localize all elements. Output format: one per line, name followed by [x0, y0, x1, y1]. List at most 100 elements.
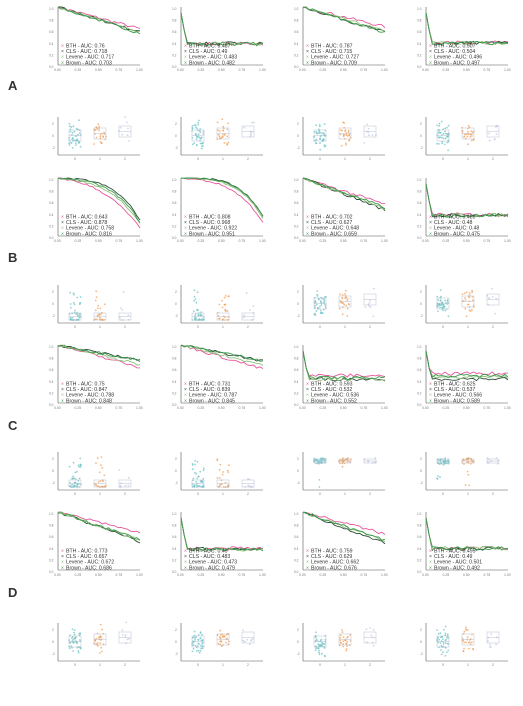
series-line-cls: [425, 350, 509, 382]
data-point: [191, 463, 194, 465]
data-point: [468, 294, 471, 296]
data-point: [222, 636, 225, 638]
data-point: [99, 652, 101, 654]
data-point: [347, 457, 349, 459]
series-line-brown: [425, 12, 509, 46]
data-point: [72, 638, 75, 641]
data-point: [79, 463, 82, 466]
legend-entry-levene: Levene - AUC: 0.922: [189, 226, 237, 232]
data-point: [342, 643, 344, 646]
data-point: [195, 301, 198, 304]
x-tick-label: 1.00: [504, 406, 511, 410]
box-chart-B-vi: 2 0 -2 0 1 2: [175, 285, 263, 329]
data-point: [72, 650, 74, 652]
data-point: [340, 144, 343, 147]
x-tick-label: 2: [247, 492, 249, 496]
data-point: [341, 297, 344, 300]
x-tick-label: 0.50: [340, 239, 347, 243]
pr-chart-A-ii: 1.00.80.60.40.20.00.00 0.25 0.50 0.75 1.00× B…: [172, 7, 266, 72]
data-point: [196, 484, 198, 487]
data-point: [217, 129, 220, 132]
y-tick-label: 0.8: [417, 19, 422, 23]
data-point: [200, 481, 202, 483]
data-point: [463, 463, 465, 465]
panel-C: C1.00.80.60.40.20.00.00 0.25 0.50 0.75 1.00×…: [8, 344, 511, 496]
data-point: [243, 126, 246, 129]
y-tick-label: 0: [297, 302, 299, 306]
x-tick-label: 0.75: [116, 406, 123, 410]
legend-entry-bth: BTH - AUC: 0.49: [189, 549, 228, 555]
data-point: [444, 654, 447, 657]
data-point: [69, 634, 71, 637]
x-tick-label: 0.00: [54, 68, 61, 72]
data-point: [471, 641, 473, 644]
series-line-brown: [302, 177, 386, 210]
y-tick-label: 2: [52, 628, 54, 632]
data-point: [246, 478, 249, 480]
box-chart-C-vii: 2 0 -2 0 1 2: [297, 452, 385, 496]
box-chart-D-viii: 2 0 -2 0 1 2: [420, 623, 508, 667]
y-tick-label: 0.0: [49, 403, 54, 407]
data-point: [192, 641, 195, 644]
data-point: [227, 295, 230, 298]
data-point: [465, 133, 468, 136]
legend-marker: ×: [429, 44, 432, 50]
legend-entry-cls: CLS - AUC: 0.715: [311, 49, 352, 55]
y-tick-label: -2: [297, 314, 300, 318]
x-tick-label: 0.75: [116, 573, 123, 577]
data-point: [99, 134, 102, 136]
data-point: [438, 302, 440, 305]
data-point: [249, 309, 252, 311]
data-point: [442, 459, 445, 462]
data-point: [342, 134, 345, 136]
legend-marker: ×: [61, 393, 64, 399]
data-point: [318, 130, 320, 133]
data-point: [342, 457, 344, 459]
data-point: [247, 484, 250, 487]
x-tick-label: 1: [222, 325, 224, 329]
data-point: [490, 633, 492, 635]
pr-chart-D-iii: 1.00.80.60.40.20.00.00 0.25 0.50 0.75 1.00× B…: [294, 511, 388, 577]
data-point: [119, 316, 121, 319]
data-point: [321, 132, 323, 135]
data-point: [471, 460, 474, 463]
data-point: [222, 129, 224, 132]
data-point: [126, 638, 129, 641]
series-line-levene: [57, 6, 141, 32]
data-point: [436, 142, 438, 145]
data-point: [319, 131, 322, 134]
y-tick-label: 0: [52, 134, 54, 138]
legend-marker: ×: [184, 215, 187, 221]
data-point: [68, 465, 71, 468]
legend-marker: ×: [184, 549, 187, 555]
data-point: [69, 291, 71, 294]
x-tick-label: 0.75: [484, 406, 491, 410]
data-point: [436, 305, 439, 308]
legend-marker: ×: [306, 554, 309, 560]
legend-marker: ×: [429, 393, 432, 399]
data-point: [246, 638, 249, 641]
x-tick-label: 0.00: [54, 239, 61, 243]
data-point: [467, 130, 469, 133]
data-point: [197, 475, 200, 478]
series-line-brown: [302, 350, 386, 381]
data-point: [103, 474, 106, 477]
data-point: [471, 289, 473, 292]
data-point: [242, 629, 244, 631]
data-point: [223, 636, 226, 638]
data-point: [437, 641, 440, 644]
data-point: [102, 480, 104, 483]
x-tick-label: 0: [74, 492, 76, 496]
data-point: [447, 643, 450, 645]
data-point: [220, 640, 223, 643]
legend-marker: ×: [306, 220, 309, 226]
y-tick-label: 0.4: [417, 380, 422, 384]
data-point: [102, 643, 105, 645]
data-point: [349, 461, 351, 463]
data-point: [368, 304, 370, 307]
data-point: [199, 632, 202, 635]
data-point: [341, 631, 344, 633]
x-tick-label: 0.00: [299, 406, 306, 410]
data-point: [318, 479, 321, 481]
legend-entry-cls: CLS - AUC: 0.483: [189, 554, 230, 560]
